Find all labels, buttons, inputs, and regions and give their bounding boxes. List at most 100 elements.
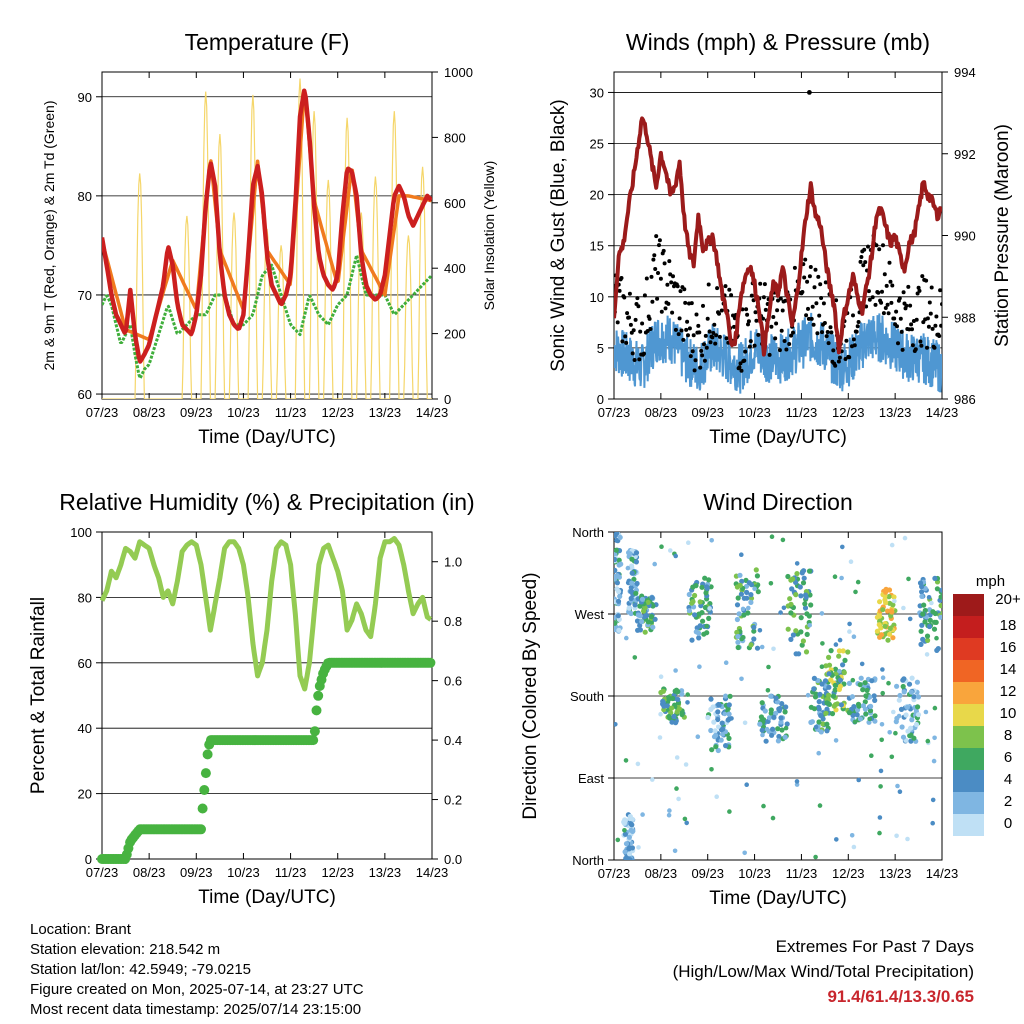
dir-point (773, 710, 779, 716)
wind-gust-point (892, 316, 897, 321)
dir-y-tick-label: East (578, 771, 604, 786)
dir-point (704, 623, 709, 629)
dir-point (741, 595, 747, 601)
dir-point (627, 551, 633, 557)
temp-y-tick-label: 90 (78, 90, 92, 105)
dir-point (817, 691, 823, 698)
dir-point (932, 575, 938, 582)
temp-series-2m-td (102, 253, 432, 380)
rain-point (309, 726, 320, 737)
dir-point (684, 820, 689, 826)
wind-gust-point (881, 243, 885, 248)
wind-gust-point (673, 327, 678, 332)
wind-gust-point (635, 296, 640, 301)
dir-point (863, 711, 869, 717)
dir-point (924, 652, 930, 657)
dir-point (645, 619, 651, 625)
temp-y2-tick-label: 200 (444, 327, 466, 342)
rh-y2-tick-label: 1.0 (444, 555, 462, 570)
temp-y2-axis-label: Solar Insolation (Yellow) (481, 161, 497, 311)
temp-y2-tick-label: 600 (444, 196, 466, 211)
wind-gust-point (887, 260, 892, 265)
wind-gust-point (910, 343, 915, 348)
dir-point (720, 726, 726, 732)
rh-y-tick-label: 100 (70, 525, 92, 540)
dir-point (675, 696, 681, 703)
temp-x-tick-label: 14/23 (416, 405, 449, 420)
dir-point (824, 706, 830, 712)
temp-series-2m-t (102, 88, 432, 364)
temp-x-tick-label: 09/23 (180, 405, 213, 420)
wind-gust-point (940, 302, 942, 307)
dir-point (932, 705, 938, 711)
wind-gust-point (837, 355, 842, 360)
dir-point (832, 682, 838, 689)
dir-point (783, 704, 789, 710)
wind-gust-point (619, 276, 624, 280)
wind-gust-point (934, 314, 939, 319)
dir-point (657, 735, 663, 740)
colorbar-label: 18 (1000, 617, 1017, 634)
dir-point (862, 680, 868, 686)
dir-point (692, 612, 698, 618)
wind-gust-point (826, 341, 831, 346)
wind-gust-point (876, 290, 881, 295)
dir-point (846, 710, 853, 716)
dir-point (811, 706, 818, 712)
dir-point (650, 777, 655, 782)
rh-y2-tick-label: 0.2 (444, 793, 462, 808)
wind-gust-point (900, 347, 905, 352)
dir-point (761, 803, 766, 809)
dir-point (889, 609, 895, 615)
dir-point (846, 680, 853, 687)
wind-gust-point (802, 275, 807, 280)
dir-point (919, 584, 925, 590)
dir-point (834, 837, 839, 842)
dir-point (823, 710, 829, 716)
dir-point (775, 726, 781, 732)
dir-point (913, 721, 920, 728)
wind-gust-point (810, 304, 815, 309)
wind-gust-point (803, 257, 808, 262)
dir-point (773, 695, 779, 701)
dir-point (872, 697, 878, 704)
dir-point (637, 622, 643, 629)
dir-point (685, 700, 690, 705)
dir-point (832, 574, 838, 579)
rh-series-group (97, 536, 436, 864)
dir-point (635, 612, 642, 618)
colorbar-swatch (953, 594, 984, 616)
dir-point (754, 645, 761, 651)
dir-point (934, 586, 941, 592)
station-info: Location: Brant Station elevation: 218.5… (30, 920, 364, 1020)
wind-gust-point (739, 368, 744, 373)
wind-gust-point (650, 299, 655, 304)
dir-point (614, 620, 618, 626)
wind-gust-point (655, 296, 660, 301)
dir-point (781, 605, 787, 611)
dir-point (877, 613, 883, 619)
dir-point (907, 616, 913, 622)
wind-gust-point (746, 319, 751, 324)
dir-point (787, 596, 793, 602)
wind-gust-point (729, 293, 734, 298)
wind-gust-point (625, 311, 630, 316)
dir-point (709, 767, 714, 772)
dir-point (799, 570, 805, 576)
dir-point (614, 556, 618, 563)
wind-gust-point (823, 280, 828, 285)
wind-gust-point (676, 332, 681, 337)
dir-point (699, 584, 705, 590)
dir-point (892, 598, 897, 604)
dir-point (736, 611, 742, 617)
dir-point (828, 677, 834, 683)
dir-point (871, 693, 877, 699)
dir-point (666, 713, 672, 719)
wind-gust-point (932, 345, 937, 350)
wind-gust-point (824, 334, 829, 339)
dir-x-axis-label: Time (Day/UTC) (709, 888, 847, 909)
dir-point (862, 699, 868, 705)
dir-point (893, 719, 899, 725)
dir-point (876, 622, 882, 628)
wind-gust-point (779, 328, 784, 333)
